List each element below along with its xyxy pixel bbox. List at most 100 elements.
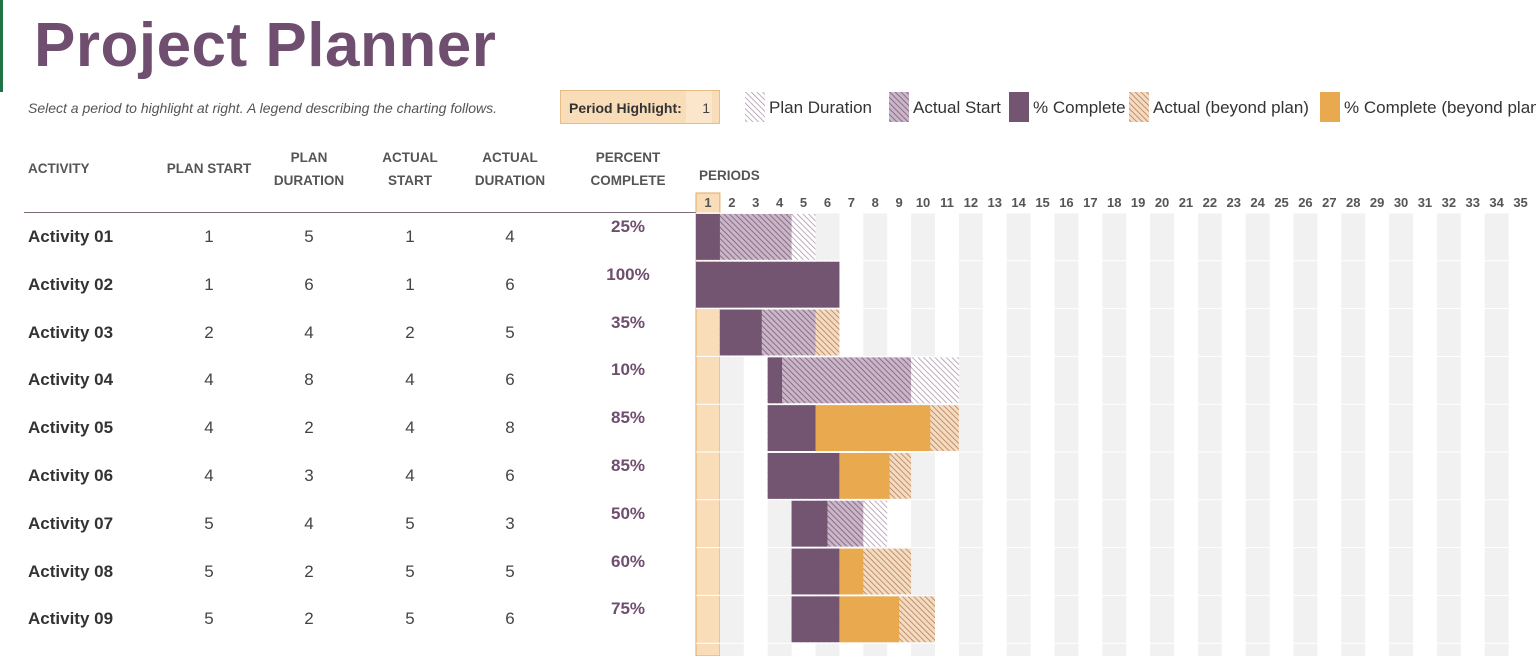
actual-duration-value: 6 [505,370,515,390]
period-number: 1 [704,195,711,210]
plan-duration-value: 2 [304,609,314,629]
plan-start-value: 5 [204,513,214,533]
header-line: ACTUAL [482,150,538,165]
actual-start-value: 4 [405,418,415,438]
actual-start-value: 1 [405,227,415,246]
period-number: 13 [988,195,1002,210]
period-band [1102,213,1127,656]
bar-percent-complete [767,357,783,404]
percent-complete-value: 75% [610,599,646,619]
actual-start-value: 4 [405,370,415,390]
period-number: 16 [1059,195,1073,210]
actual-start-value: 5 [405,513,415,533]
period-number: 8 [872,195,879,210]
period-number: 28 [1346,195,1360,210]
period-number: 33 [1466,195,1480,210]
percent-complete-value: 10% [610,360,646,380]
period-band [1436,213,1461,656]
percent-complete-swatch [1009,92,1029,122]
period-number: 31 [1418,195,1432,210]
plan-duration-value: 3 [304,466,314,485]
legend-label: % Complete [1033,98,1126,117]
period-band [1389,213,1413,656]
bar-percent-complete [767,405,816,451]
percent-beyond-swatch [1320,92,1340,122]
period-number: 24 [1250,195,1265,210]
bar-percent-complete-beyond-plan [839,596,900,643]
header-actual-duration: ACTUAL DURATION [460,146,560,192]
period-number: 25 [1274,195,1288,210]
actual-duration-value: 5 [505,322,515,342]
period-number: 3 [752,195,759,210]
period-band [1341,213,1366,656]
percent-complete-value: 35% [610,312,646,332]
actual-start-value: 1 [405,274,415,294]
legend-plan-duration: Plan Duration [745,92,885,124]
percent-complete-value: 85% [610,408,646,428]
period-number: 22 [1203,195,1217,210]
period-band [1245,213,1270,656]
header-plan-duration: PLAN DURATION [259,146,359,192]
period-number: 21 [1179,195,1193,210]
header-periods: PERIODS [699,168,760,183]
bar-percent-complete [791,596,840,643]
header-percent-complete: PERCENT COMPLETE [572,146,684,192]
period-number: 35 [1513,195,1527,210]
period-number: 7 [848,195,855,210]
plan-duration-value: 4 [304,322,314,342]
legend-actual-beyond-plan: Actual (beyond plan) [1129,92,1317,124]
period-band [1150,213,1174,656]
instruction-text: Select a period to highlight at right. A… [28,100,498,116]
actual-duration-value: 4 [505,227,515,246]
bar-percent-complete [696,261,840,308]
legend-label: Plan Duration [769,98,873,117]
header-divider [24,212,696,213]
legend-percent-complete: % Complete [1009,92,1127,124]
header-line: COMPLETE [590,173,666,188]
header-line: PLAN [290,150,328,165]
period-number: 14 [1011,195,1026,210]
bar-actual [767,357,912,404]
header-line: DURATION [273,173,345,188]
activity-name: Activity 03 [28,322,114,342]
actual-duration-value: 6 [505,609,515,629]
actual-start-value: 2 [405,322,415,342]
actual-start-swatch [889,92,909,122]
actual-start-value: 5 [405,561,415,581]
activity-name: Activity 04 [28,370,114,390]
actual-duration-value: 5 [505,561,515,581]
plan-duration-value: 2 [304,561,314,581]
legend-label: Actual (beyond plan) [1153,98,1309,117]
period-highlight-input[interactable]: 1 [686,91,712,123]
header-line: DURATION [474,173,546,188]
period-number: 23 [1227,195,1241,210]
period-number: 5 [800,195,807,210]
plan-duration-value: 4 [304,513,314,533]
period-highlight-box: Period Highlight: 1 [560,90,720,124]
plan-start-value: 4 [204,418,214,438]
bar-percent-complete-beyond-plan [815,405,931,451]
period-number: 10 [916,195,930,210]
period-number: 27 [1322,195,1336,210]
period-number: 2 [728,195,735,210]
plan-start-value: 1 [204,227,214,246]
plan-start-value: 4 [204,466,214,485]
period-number: 15 [1035,195,1049,210]
percent-complete-value: 85% [610,456,646,475]
legend-label: % Complete (beyond plan) [1344,98,1536,117]
period-number: 34 [1489,195,1504,210]
plan-start-value: 5 [204,609,214,629]
period-number: 20 [1155,195,1169,210]
bar-percent-complete-beyond-plan [839,453,890,499]
actual-duration-value: 3 [505,513,515,533]
period-band [958,213,983,656]
activity-name: Activity 02 [28,274,114,294]
activity-name: Activity 01 [28,227,114,246]
header-activity: ACTIVITY [28,161,90,176]
percent-complete-value: 25% [610,217,646,236]
period-band [1293,213,1318,656]
period-number: 17 [1083,195,1097,210]
header-line: START [388,173,432,188]
page-title: Project Planner [34,11,497,80]
header-plan-start: PLAN START [166,161,252,176]
